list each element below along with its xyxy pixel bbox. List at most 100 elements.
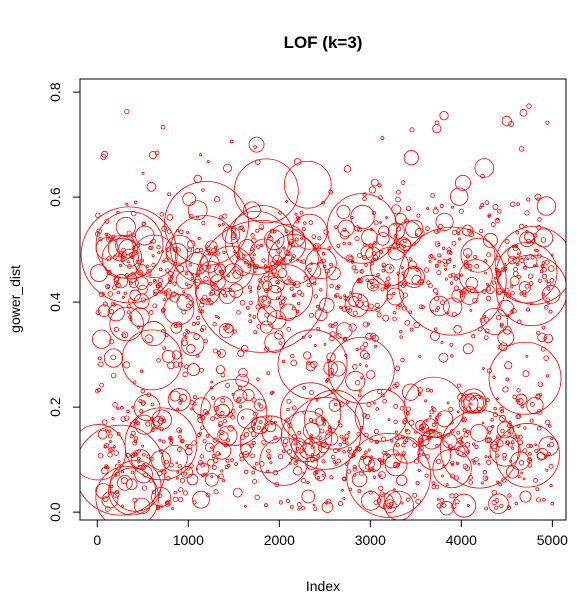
data-point — [296, 258, 300, 262]
data-point — [484, 271, 487, 275]
data-point — [405, 406, 411, 412]
data-point — [276, 296, 280, 300]
data-point — [366, 278, 380, 292]
data-point — [198, 265, 204, 271]
data-point — [121, 331, 129, 339]
data-point — [329, 373, 334, 379]
data-point — [460, 273, 464, 277]
data-point — [290, 353, 295, 359]
data-point — [267, 310, 287, 330]
data-point — [185, 295, 189, 299]
data-point — [384, 282, 389, 288]
data-point — [429, 254, 434, 258]
data-point — [178, 229, 184, 235]
data-point — [197, 236, 201, 241]
data-point — [436, 410, 453, 428]
data-point — [387, 418, 391, 421]
data-point — [345, 441, 349, 445]
data-point — [321, 459, 326, 464]
data-point — [193, 174, 202, 184]
data-point — [362, 321, 369, 328]
data-point — [480, 481, 484, 485]
data-point — [365, 332, 373, 341]
data-point — [495, 439, 504, 448]
data-point — [268, 276, 285, 294]
data-point — [512, 270, 519, 277]
data-point — [106, 466, 110, 470]
data-point — [218, 452, 222, 456]
data-point — [222, 419, 228, 424]
data-point — [148, 310, 154, 315]
data-point — [439, 111, 449, 121]
data-point — [274, 330, 284, 340]
data-point — [207, 458, 215, 467]
data-point — [300, 505, 306, 511]
data-point — [266, 469, 270, 473]
data-point — [199, 247, 204, 253]
data-point — [237, 385, 243, 390]
data-point — [199, 153, 203, 157]
data-point — [327, 246, 332, 250]
data-point — [325, 430, 331, 436]
data-point — [310, 360, 318, 369]
data-point — [96, 228, 102, 234]
data-point — [192, 490, 210, 509]
data-point — [253, 270, 257, 274]
data-point — [309, 312, 314, 318]
data-point — [351, 453, 356, 457]
data-point — [477, 462, 481, 466]
data-point — [318, 436, 323, 440]
data-point — [543, 333, 553, 344]
data-point — [292, 282, 296, 286]
data-point — [329, 335, 335, 342]
data-point — [505, 377, 510, 382]
data-point — [547, 452, 551, 456]
data-point — [408, 419, 415, 426]
data-point — [399, 329, 403, 334]
data-point — [415, 498, 421, 505]
data-point — [232, 487, 243, 498]
data-point — [517, 475, 521, 479]
data-point — [293, 442, 297, 446]
data-point — [302, 386, 307, 390]
data-point — [501, 477, 507, 483]
data-point — [491, 222, 496, 227]
data-point — [120, 470, 125, 474]
data-point — [190, 407, 194, 411]
data-point — [384, 263, 395, 274]
data-point — [156, 284, 160, 288]
data-point — [491, 280, 496, 285]
data-point — [185, 252, 209, 275]
data-point — [160, 124, 166, 130]
data-point — [187, 247, 193, 253]
data-point — [325, 378, 330, 382]
data-point — [537, 381, 544, 387]
data-point — [492, 203, 499, 210]
data-point — [263, 229, 285, 250]
data-point — [381, 268, 386, 273]
data-point — [494, 505, 499, 510]
data-point — [488, 341, 562, 415]
data-point — [318, 307, 322, 311]
data-point — [365, 364, 368, 368]
data-point — [221, 222, 225, 226]
data-point — [167, 388, 191, 412]
data-point — [470, 424, 488, 442]
data-point — [252, 466, 256, 470]
data-point — [102, 496, 109, 503]
data-point — [525, 238, 531, 244]
data-point — [396, 189, 401, 195]
data-point — [421, 418, 438, 435]
data-point — [464, 442, 471, 448]
data-point — [250, 431, 257, 437]
data-point — [106, 270, 112, 276]
data-point — [393, 419, 398, 425]
data-point — [269, 391, 274, 395]
data-point — [334, 402, 338, 407]
data-point — [158, 438, 162, 442]
data-point — [134, 249, 139, 255]
data-point — [450, 272, 456, 278]
data-point — [546, 286, 551, 291]
data-point — [501, 115, 513, 127]
data-point — [434, 263, 439, 268]
